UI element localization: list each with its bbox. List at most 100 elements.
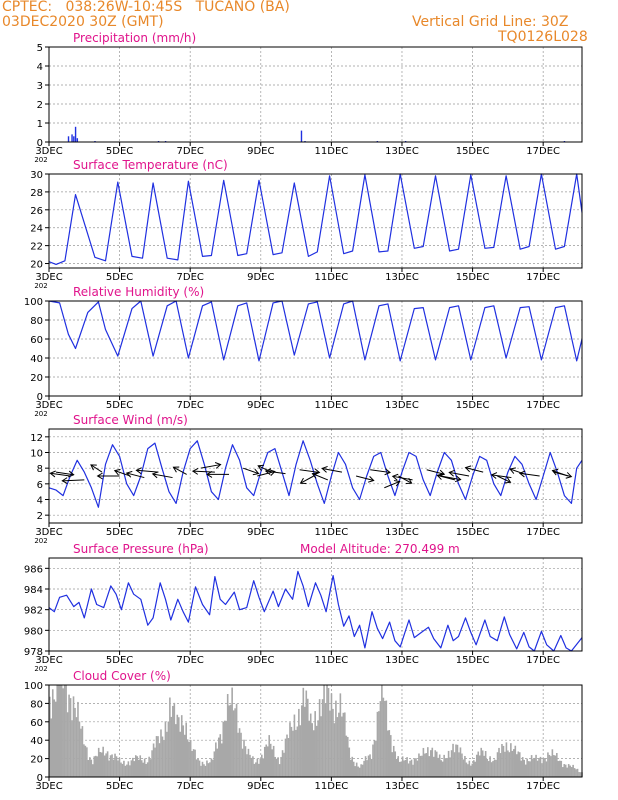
cloud-bar [563, 764, 566, 777]
cloud-bar [60, 685, 63, 777]
precip-bar [74, 126, 77, 142]
wind-arrowhead [313, 468, 321, 476]
cloud-bar [197, 758, 199, 777]
cloud-bar [412, 764, 414, 777]
cloud-bar [341, 716, 343, 777]
cloud-bar [424, 753, 426, 777]
cloud-bar [266, 746, 269, 777]
cloud-bar [558, 760, 561, 777]
cloud-bar [481, 750, 484, 777]
cloud-bar [566, 767, 568, 777]
cloud-bar [530, 755, 533, 777]
cloud-bar [309, 713, 312, 777]
wind-vector [392, 475, 413, 481]
wind-arrowhead [191, 467, 199, 475]
cloud-bar [422, 747, 425, 777]
cloud-bar [232, 710, 235, 777]
cloud-bar [447, 750, 450, 777]
wind-vector [440, 475, 461, 481]
y-tick-label: 8 [37, 464, 43, 475]
cloud-bar [400, 761, 402, 777]
cloud-bar [384, 700, 386, 777]
cloud-bar [54, 701, 57, 777]
cloud-bar [330, 693, 333, 777]
cloud-bar [508, 752, 511, 777]
cloud-bar [470, 765, 472, 777]
cloud-bar [306, 698, 309, 777]
cloud-bar [228, 705, 230, 777]
wind-arrowhead [113, 468, 121, 476]
cloud-bar [161, 736, 164, 777]
cloud-bar [438, 754, 441, 777]
x-tick-label: 7DEC [177, 527, 204, 538]
cloud-bar [83, 744, 85, 777]
cloud-bar [136, 756, 139, 777]
wind-arrowhead [504, 477, 512, 484]
cloud-bar [247, 748, 250, 777]
cloud-bar [269, 743, 272, 777]
cloud-bar [462, 759, 465, 777]
y-tick-label: 984 [24, 585, 43, 596]
cloud-bar [443, 754, 445, 777]
cloud-bar [472, 760, 475, 777]
cloud-bar [410, 759, 413, 777]
wind-vector [55, 471, 74, 476]
cloud-bar [102, 746, 104, 777]
cloud-bar [112, 759, 115, 777]
x-tick-label: 7DEC [177, 400, 204, 411]
x-tick-label: 3DEC [35, 400, 62, 411]
y-tick-label: 20 [30, 260, 43, 271]
panel-2 [45, 300, 583, 400]
header-station: CPTEC: 038:26W-10:45S TUCANO (BA) [2, 0, 290, 15]
cloud-bar [361, 764, 364, 777]
y-tick-label: 980 [24, 626, 43, 637]
wind-arrowhead [464, 465, 472, 473]
cloud-bar [271, 749, 273, 777]
cloud-bar [65, 685, 67, 777]
cloud-bar [342, 712, 345, 777]
x-tick-label: 3DEC [35, 146, 62, 157]
cloud-bar [78, 721, 81, 777]
cloud-bar [551, 749, 554, 777]
cloud-bar [458, 752, 460, 777]
y-tick-label: 40 [30, 736, 43, 747]
cloud-bar [430, 750, 432, 777]
wind-vector [114, 470, 131, 477]
cloud-bar [490, 762, 493, 777]
cloud-bar [149, 759, 152, 777]
cloud-bar [50, 718, 53, 777]
cloud-bar [507, 750, 509, 777]
wind-arrowhead [299, 477, 307, 484]
cloud-bar [180, 715, 183, 777]
cloud-bar [453, 752, 456, 777]
y-tick-label: 40 [30, 354, 43, 365]
cloud-bar [106, 751, 109, 777]
cloud-bar [74, 707, 76, 777]
y-tick-label: 24 [30, 224, 43, 235]
panel-title: Surface Temperature (nC) [73, 158, 228, 172]
cloud-bar [332, 708, 334, 777]
wind-vector [200, 464, 221, 469]
y-tick-label: 0 [37, 138, 43, 149]
x-tick-label: 11DEC [315, 272, 349, 283]
cloud-bar [407, 763, 410, 777]
cloud-bar [53, 699, 56, 777]
cloud-bar [179, 731, 182, 777]
cloud-bar [440, 760, 442, 777]
cloud-bar [173, 702, 176, 777]
x-tick-label: 5DEC [106, 781, 133, 792]
x-tick-label: 15DEC [456, 400, 490, 411]
precip-bar [67, 136, 70, 142]
cloud-bar [369, 754, 371, 777]
cloud-bar [172, 705, 174, 777]
cloud-bar [388, 730, 391, 777]
cloud-bar [364, 756, 367, 777]
cloud-bar [154, 747, 156, 777]
wind-arrowhead [206, 471, 213, 478]
cloud-bar [335, 700, 337, 777]
cloud-bar [311, 723, 314, 777]
x-year-label: 202 [34, 156, 47, 164]
cloud-bar [91, 764, 94, 777]
cloud-bar [505, 742, 508, 777]
cloud-bar [391, 752, 394, 777]
